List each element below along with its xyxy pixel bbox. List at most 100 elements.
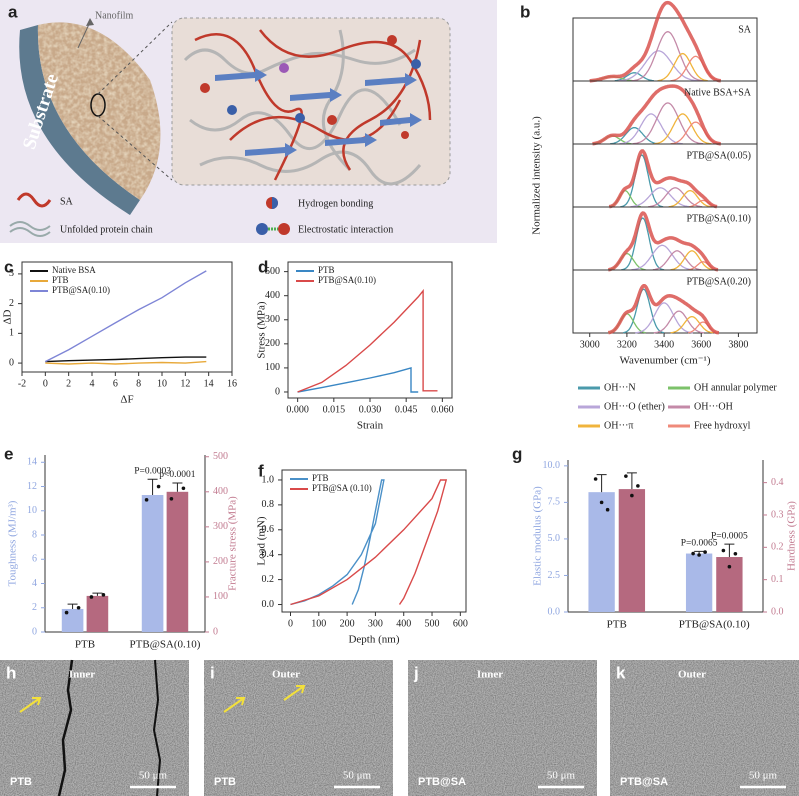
x-tick-label: PTB <box>75 639 95 651</box>
legend-label: PTB <box>52 275 69 285</box>
side-label: Inner <box>477 669 503 681</box>
data-point <box>181 486 186 491</box>
component-peak <box>631 31 704 82</box>
y-tick-label: 12 <box>27 481 37 492</box>
x-tick-label: 0 <box>43 378 48 389</box>
y-tick-label: 0 <box>9 357 14 368</box>
p-value: P=0.0065 <box>681 539 718 549</box>
y-tick-label: 5.0 <box>548 533 561 544</box>
series-line <box>297 366 419 393</box>
component-peak <box>618 50 699 82</box>
component-peak <box>670 250 714 271</box>
y-tick-label: 0.0 <box>771 606 784 617</box>
y-tick-label: 6 <box>32 554 37 565</box>
y-tick-label: 0.4 <box>262 549 275 560</box>
x-tick-label: 300 <box>368 618 383 629</box>
x-axis-label: Depth (nm) <box>348 634 399 646</box>
arrow <box>283 685 306 701</box>
data-point <box>727 564 732 569</box>
component-peak <box>632 102 704 145</box>
x-axis-label: Wavenumber (cm⁻¹) <box>620 355 711 367</box>
legend-label: PTB <box>318 265 335 275</box>
y-tick-label: 500 <box>265 266 280 277</box>
subplot-label: PTB@SA(0.20) <box>687 276 752 287</box>
x-tick-label: 0.060 <box>431 404 454 415</box>
y-tick-label: 0.8 <box>262 499 275 510</box>
x-tick-label: 500 <box>425 618 440 629</box>
y-tick-label: 7.5 <box>548 497 561 508</box>
subplot-label: Native BSA+SA <box>684 87 752 98</box>
data-point <box>89 595 94 599</box>
x-tick-label: 3400 <box>654 339 674 350</box>
arrow <box>223 697 246 713</box>
arrow <box>19 697 42 713</box>
x-tick-label: 200 <box>340 618 355 629</box>
sa-chains <box>194 29 432 181</box>
legend-label: OH···N <box>604 382 636 393</box>
error-bar <box>724 543 735 558</box>
zoom-line <box>97 115 173 181</box>
y-tick-label: 14 <box>27 457 37 468</box>
series-line <box>297 288 438 393</box>
side-label: Inner <box>69 669 95 681</box>
panel-letter: j <box>413 663 419 682</box>
y-tick-label: 2.5 <box>548 570 561 581</box>
x-tick-label: 16 <box>227 378 237 389</box>
x-axis-label: Strain <box>357 420 384 432</box>
hbond-legend: Hydrogen bonding <box>298 198 373 209</box>
nanofilm-label: Nanofilm <box>95 10 134 21</box>
x-tick-label: 3800 <box>728 339 748 350</box>
y-tick-label: 300 <box>265 314 280 325</box>
y-tick-label: 0.6 <box>262 524 275 535</box>
y-tick-label: 1 <box>9 328 14 339</box>
data-point <box>733 551 738 556</box>
crack <box>152 659 162 796</box>
x-tick-label: PTB@SA(0.10) <box>679 619 750 631</box>
y-tick-label: 200 <box>213 556 228 567</box>
x-tick-label: PTB <box>607 619 627 631</box>
panel-letter: g <box>512 444 522 463</box>
y-tick-label: 0.1 <box>771 574 784 585</box>
y-tick-label: 0.0 <box>262 599 275 610</box>
data-point <box>599 500 604 505</box>
legend-label: OH annular polymer <box>694 382 777 393</box>
x-tick-label: 0.045 <box>395 404 418 415</box>
y-tick-label: 0.4 <box>771 477 784 488</box>
protein-icon <box>9 221 51 237</box>
component-peak <box>670 315 714 334</box>
legend-label: OH···O (ether) <box>604 401 665 412</box>
data-point <box>169 497 174 501</box>
y-tick-label: 2 <box>32 602 37 613</box>
x-tick-label: 0.000 <box>286 404 309 415</box>
data-point <box>630 493 634 498</box>
panel-letter: k <box>616 663 626 682</box>
series-line <box>290 479 448 606</box>
plot-frame <box>281 469 467 613</box>
error-bar <box>694 550 705 554</box>
sa-legend: SA <box>60 196 74 207</box>
data-point <box>76 605 81 610</box>
ion-icon <box>278 223 290 235</box>
y-axis-label: ΔD <box>2 309 14 324</box>
crack <box>57 659 74 796</box>
component-peak <box>621 217 665 271</box>
component-peak <box>668 189 712 208</box>
x-tick-label: 100 <box>311 618 326 629</box>
component-peak <box>619 113 683 145</box>
plot-frame <box>21 261 233 373</box>
fit-envelope <box>592 84 721 146</box>
y-axis-label: Load (mN) <box>256 516 268 566</box>
y-tick-label: 0 <box>275 386 280 397</box>
protein-legend: Unfolded protein chain <box>60 224 153 235</box>
sem-texture <box>408 660 597 796</box>
legend-label: OH···OH <box>694 401 733 412</box>
x-tick-label: 0.030 <box>359 404 382 415</box>
x-tick-label: 10 <box>157 378 167 389</box>
x-axis-label: ΔF <box>120 394 133 406</box>
x-tick-label: 2 <box>66 378 71 389</box>
subplot-label: SA <box>738 24 752 35</box>
y-axis-label: Stress (MPa) <box>256 301 268 358</box>
sample-label: PTB@SA <box>418 776 466 788</box>
x-tick-label: 3200 <box>617 339 637 350</box>
y2-axis-label: Fracture stress (MPa) <box>227 496 239 591</box>
